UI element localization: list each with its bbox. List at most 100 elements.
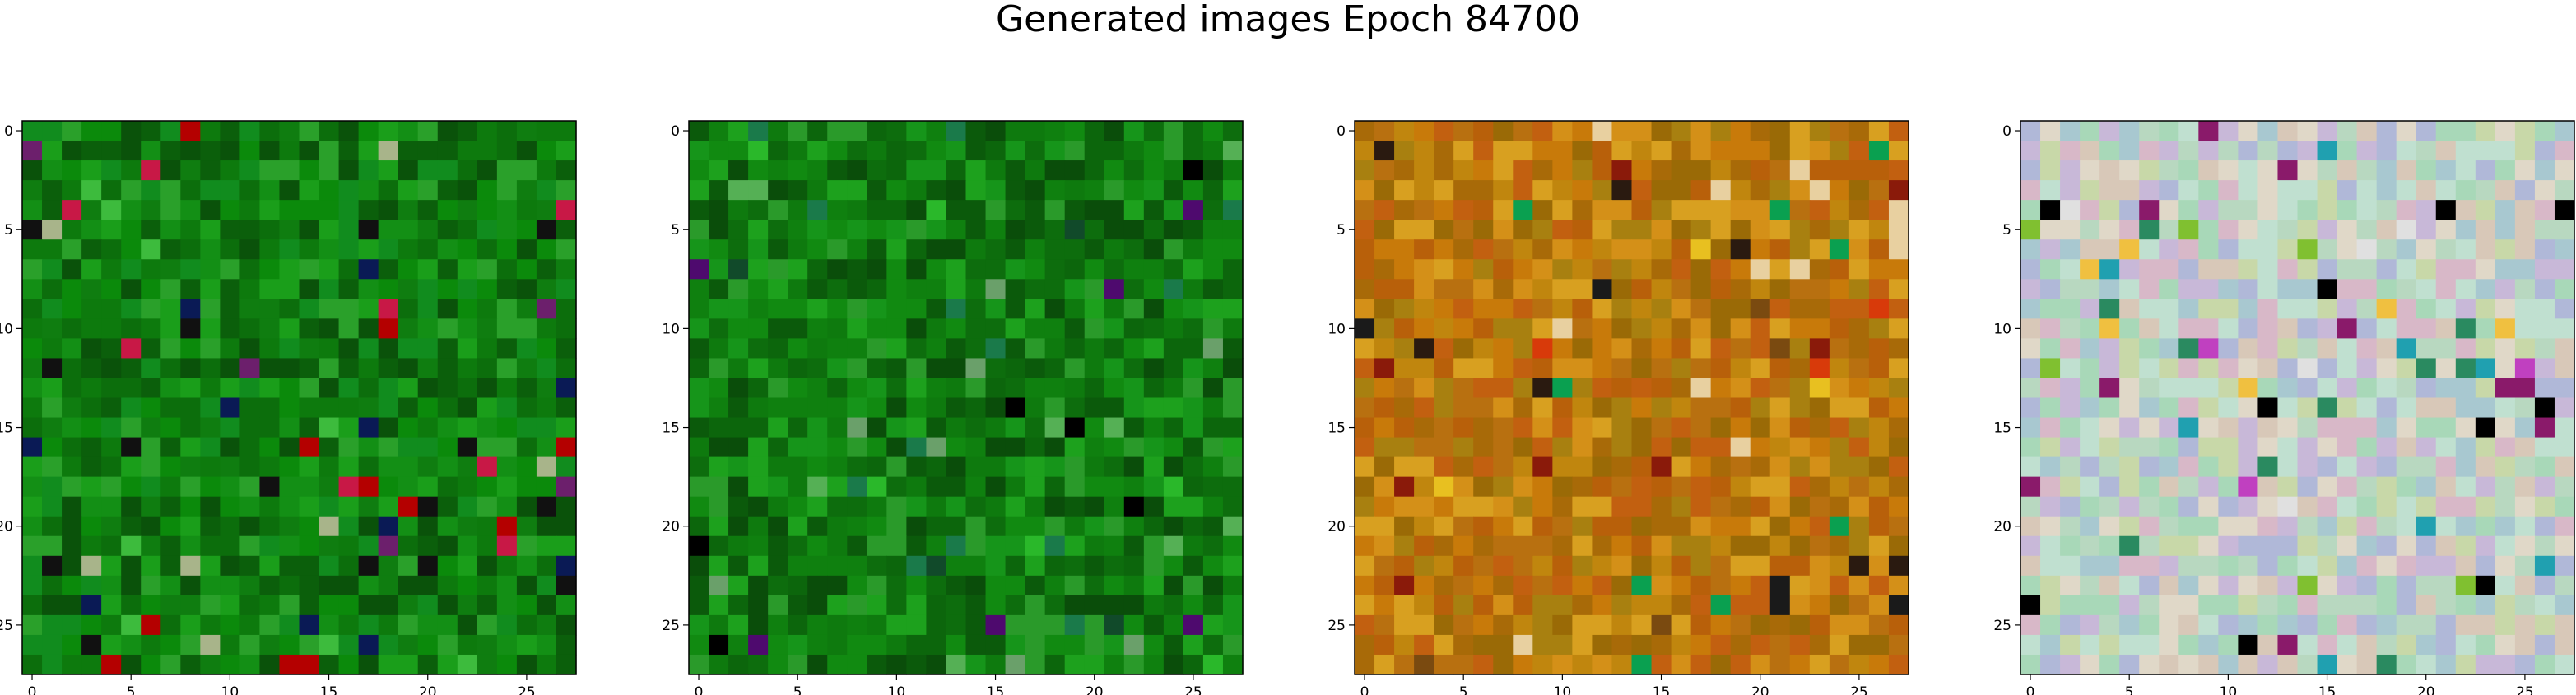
pixel [121, 437, 142, 458]
pixel [22, 318, 43, 339]
pixel [121, 614, 142, 636]
pixel [2396, 397, 2417, 419]
pixel [42, 496, 63, 517]
pixel [1163, 516, 1184, 537]
pixel [417, 239, 439, 260]
pixel [2139, 358, 2160, 379]
pixel [2356, 634, 2378, 656]
pixel [1163, 417, 1184, 438]
pixel [477, 456, 498, 478]
pixel [2495, 259, 2516, 280]
pixel [2416, 239, 2437, 260]
pixel [239, 299, 261, 319]
pixel [160, 259, 181, 280]
pixel [2218, 220, 2239, 240]
pixel [2080, 417, 2100, 438]
pixel [906, 456, 928, 478]
pixel [847, 141, 867, 161]
pixel [1084, 338, 1105, 359]
pixel [556, 239, 577, 260]
pixel [985, 180, 1007, 201]
pixel [1473, 160, 1494, 181]
pixel [1572, 555, 1593, 577]
pixel [2119, 121, 2140, 141]
x-tick-label: 25 [2516, 684, 2534, 695]
pixel [2218, 299, 2239, 319]
x-tick-label: 15 [2318, 684, 2337, 695]
pixel [1868, 141, 1890, 161]
pixel [239, 358, 261, 379]
pixel [556, 378, 577, 399]
pixel [1750, 516, 1771, 537]
pixel [1690, 496, 1712, 517]
pixel [1374, 141, 1395, 161]
pixel [1611, 397, 1633, 419]
pixel [1374, 259, 1395, 280]
pixel [2554, 378, 2575, 399]
pixel [1750, 654, 1771, 675]
pixel [1202, 437, 1224, 458]
pixel [1710, 476, 1732, 498]
pixel [1769, 121, 1791, 141]
pixel [2277, 279, 2299, 299]
pixel [1394, 318, 1415, 339]
pixel [2277, 476, 2299, 498]
pixel [477, 279, 498, 299]
pixel [2514, 338, 2536, 359]
pixel [2514, 141, 2536, 161]
pixel [1789, 338, 1811, 359]
pixel [965, 378, 987, 399]
pixel [1355, 614, 1375, 636]
pixel [1888, 180, 1909, 201]
pixel [1493, 535, 1514, 557]
pixel [141, 239, 161, 260]
pixel [2416, 397, 2437, 419]
pixel [1809, 437, 1830, 458]
pixel [141, 456, 161, 478]
pixel [2060, 141, 2081, 161]
pixel [2514, 259, 2536, 280]
pixel [417, 535, 439, 557]
pixel [1414, 535, 1434, 557]
pixel [2554, 121, 2575, 141]
pixel [1394, 476, 1415, 498]
pixel [2257, 614, 2279, 636]
pixel [807, 397, 828, 419]
pixel [2356, 141, 2378, 161]
pixel [319, 417, 340, 438]
pixel [1750, 476, 1771, 498]
pixel [22, 417, 43, 438]
pixel [847, 239, 867, 260]
pixel [1710, 259, 1732, 280]
pixel [1493, 595, 1514, 616]
pixel [398, 358, 419, 379]
pixel [748, 535, 769, 557]
pixel [1084, 299, 1105, 319]
pixel [2416, 141, 2437, 161]
pixel [556, 318, 577, 339]
pixel [62, 634, 82, 656]
pixel [2554, 397, 2575, 419]
pixel [847, 555, 867, 577]
pixel [2317, 476, 2338, 498]
pixel [2238, 160, 2259, 181]
pixel [1690, 397, 1712, 419]
pixel [319, 496, 340, 517]
pixel [965, 634, 987, 656]
pixel [2139, 614, 2160, 636]
pixel [1532, 555, 1553, 577]
pixel [1493, 259, 1514, 280]
pixel [2060, 614, 2081, 636]
pixel [2534, 516, 2555, 537]
pixel [1414, 318, 1434, 339]
pixel [1044, 575, 1066, 596]
pixel [1671, 595, 1692, 616]
pixel [926, 121, 947, 141]
pixel [1513, 180, 1533, 201]
pixel [1750, 575, 1771, 596]
pixel [62, 338, 82, 359]
pixel [516, 358, 537, 379]
pixel [946, 417, 967, 438]
y-tick-label: 15 [1328, 420, 1346, 437]
pixel [477, 575, 498, 596]
